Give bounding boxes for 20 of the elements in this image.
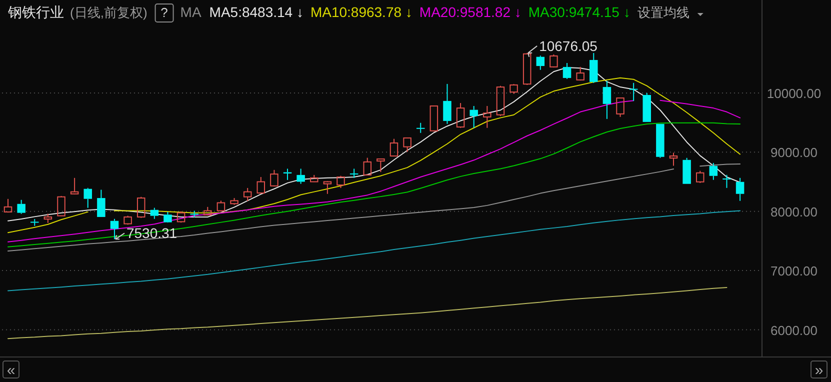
- text: MA5:8483.14 ↓: [209, 4, 304, 20]
- chart-subtitle: (日线,前复权): [70, 5, 148, 20]
- y-tick-label: 6000.00: [770, 322, 818, 338]
- y-tick-label: 10000.00: [766, 86, 822, 101]
- text: MA10:8963.78 ↓: [310, 4, 412, 20]
- annotation: ?: [160, 5, 168, 20]
- text: »: [814, 362, 824, 379]
- annotation: 10676.05: [539, 38, 598, 54]
- y-tick-label: 7000.00: [770, 264, 818, 279]
- y-tick-label: 9000.00: [770, 145, 818, 160]
- text: «: [6, 362, 16, 379]
- line-series: [8, 210, 741, 292]
- chart-title: 钢铁行业: [7, 4, 64, 20]
- y-tick-label: 8000.00: [770, 204, 818, 220]
- annotation: 设置均线: [637, 5, 690, 20]
- text: MA20:9581.82 ↓: [419, 4, 522, 20]
- text: MA30:9474.15 ↓: [528, 4, 630, 20]
- line-series: [8, 122, 741, 248]
- line-series: [8, 286, 728, 340]
- annotation: MA: [180, 4, 202, 20]
